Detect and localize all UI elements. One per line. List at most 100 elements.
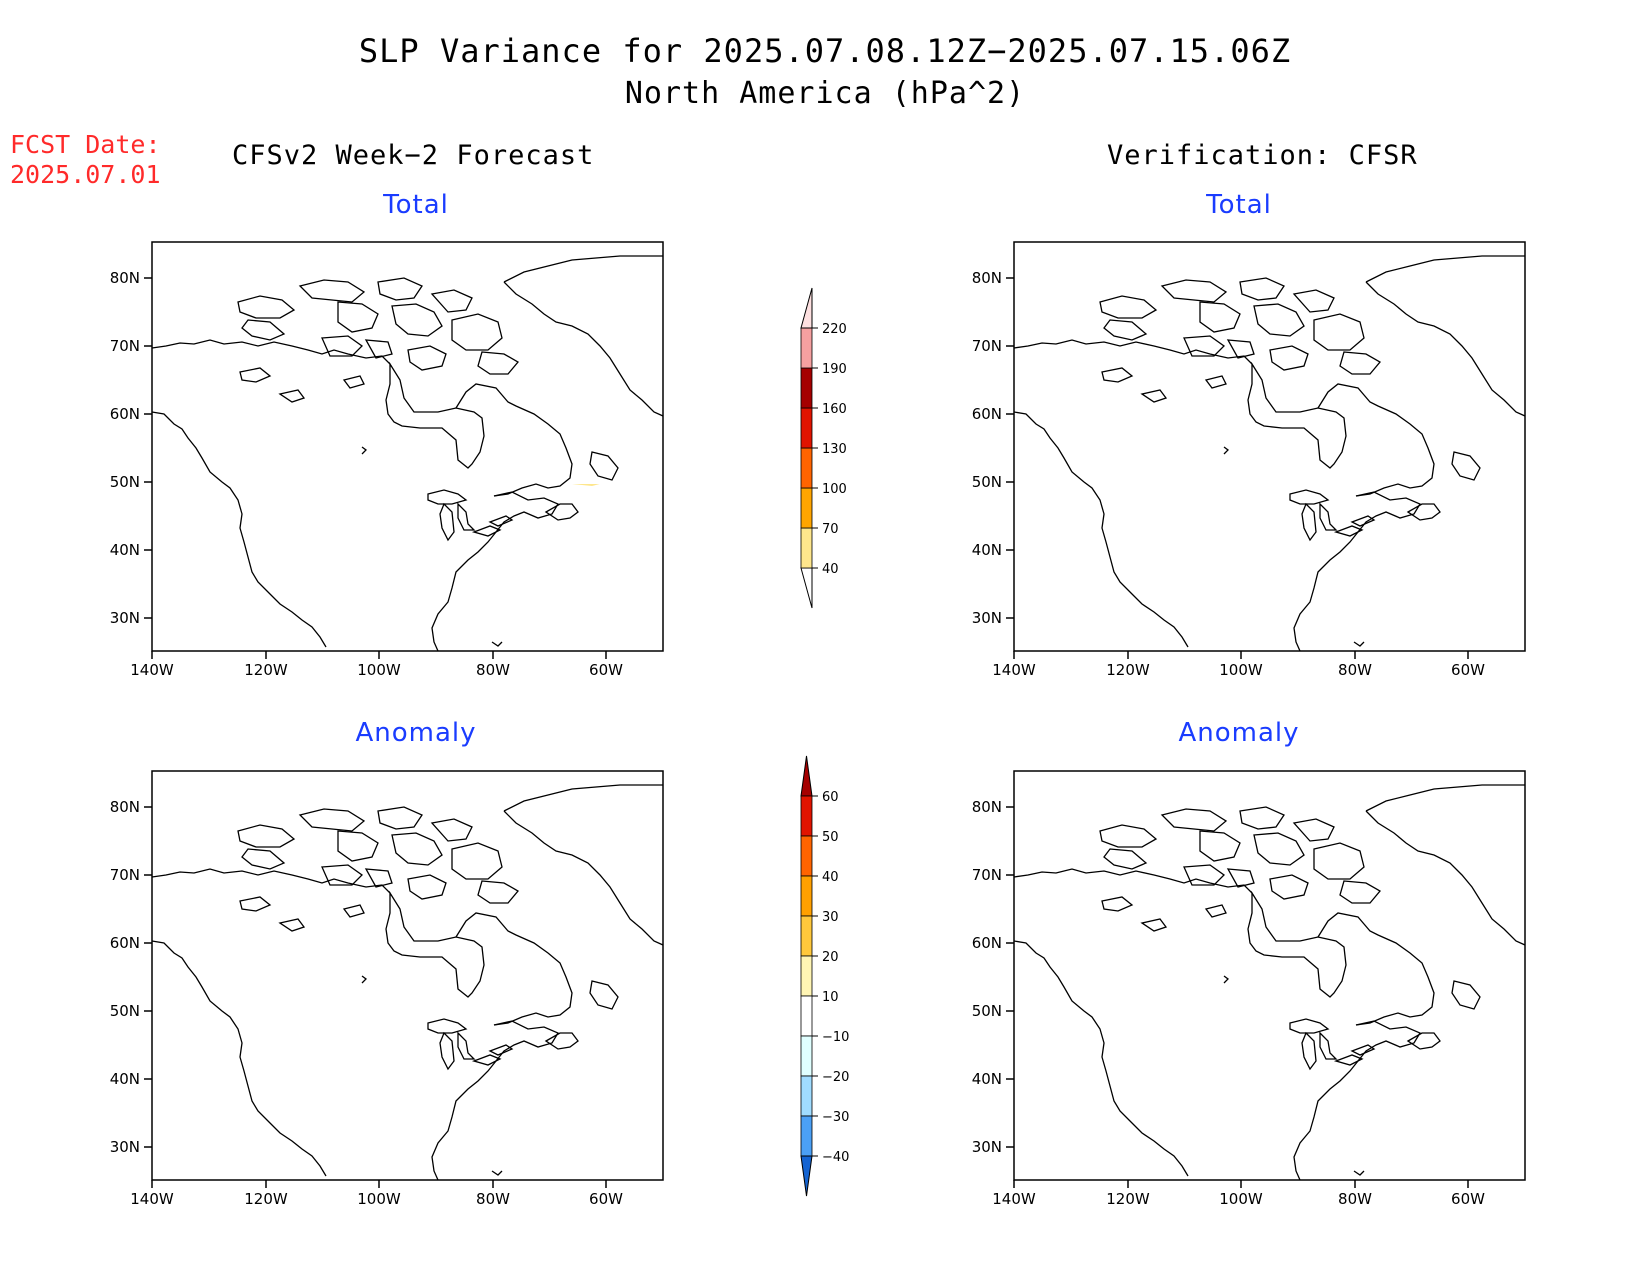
- contour-neg20-neg30: [1344, 959, 1525, 1041]
- contour-20-30: [1172, 1003, 1200, 1023]
- verification-total-title: Total: [1206, 190, 1272, 220]
- contour-100-130: [1134, 302, 1214, 338]
- lon-tick-label: 80W: [476, 661, 510, 679]
- contour-10-20: [1164, 997, 1226, 1035]
- lat-tick-label: 70N: [110, 337, 140, 355]
- lat-tick-label: 70N: [972, 866, 1002, 884]
- lon-tick-label: 60W: [1451, 1190, 1485, 1208]
- colorbar-swatch: [800, 487, 813, 529]
- contour-10-20: [1494, 1023, 1525, 1071]
- lat-tick-label: 60N: [972, 405, 1002, 423]
- colorbar-lower-tip: [800, 1155, 813, 1197]
- lat-tick-label: 80N: [110, 798, 140, 816]
- lat-tick-label: 30N: [972, 609, 1002, 627]
- lat-tick-label: 60N: [972, 934, 1002, 952]
- contour-30-40: [1506, 1033, 1525, 1063]
- forecast-anomaly-map: [143, 770, 664, 1189]
- colorbar-swatch: [800, 875, 813, 917]
- lat-tick-label: 50N: [972, 473, 1002, 491]
- legend-tick-label: 190: [822, 362, 847, 377]
- colorbar-swatch: [800, 955, 813, 997]
- chart-title: SLP Variance for 2025.07.08.12Z−2025.07.…: [358, 32, 1292, 70]
- forecast-total-title: Total: [383, 190, 449, 220]
- lon-tick-label: 100W: [1219, 1190, 1263, 1208]
- colorbar-swatch: [800, 915, 813, 957]
- lat-tick-label: 30N: [110, 1138, 140, 1156]
- colorbar-swatch: [800, 327, 813, 369]
- contour-40-70: [374, 370, 382, 373]
- contour-40-50: [1028, 781, 1474, 961]
- colorbar-swatch: [800, 1075, 813, 1117]
- lat-tick-label: 40N: [110, 1070, 140, 1088]
- colorbar-swatch: [800, 835, 813, 877]
- contour-100-130: [1300, 392, 1370, 464]
- legend-tick-label: −10: [822, 1030, 849, 1045]
- verification-anomaly-title: Anomaly: [1178, 718, 1300, 748]
- lat-tick-label: 60N: [110, 405, 140, 423]
- lon-tick-label: 140W: [992, 661, 1036, 679]
- forecast-column-title: CFSv2 Week−2 Forecast: [232, 140, 595, 171]
- lon-tick-label: 60W: [1451, 661, 1485, 679]
- colorbar-upper-tip: [800, 287, 813, 329]
- legend-tick-label: 10: [822, 990, 839, 1005]
- contour-40-70: [572, 484, 600, 486]
- lon-tick-label: 100W: [357, 661, 401, 679]
- lat-tick-label: 30N: [110, 609, 140, 627]
- lon-tick-label: 140W: [130, 661, 174, 679]
- lat-tick-label: 80N: [972, 269, 1002, 287]
- legend-tick-label: −40: [822, 1150, 849, 1165]
- legend-tick-label: 130: [822, 442, 847, 457]
- lat-tick-label: 50N: [110, 1002, 140, 1020]
- contour-20-30: [1014, 771, 1525, 985]
- lat-tick-label: 80N: [110, 269, 140, 287]
- contour-50-60: [1054, 801, 1444, 943]
- lat-tick-label: 50N: [110, 473, 140, 491]
- lon-tick-label: 120W: [1106, 661, 1150, 679]
- verification-anomaly-map: [1005, 770, 1526, 1189]
- legend-tick-label: 50: [822, 830, 839, 845]
- contour-60-plus: [1302, 921, 1374, 985]
- legend-tick-label: 40: [822, 562, 839, 577]
- colorbar-swatch: [800, 407, 813, 449]
- lon-tick-label: 140W: [130, 1190, 174, 1208]
- legend-tick-label: 20: [822, 950, 839, 965]
- contour-10-20: [524, 819, 602, 851]
- contour-10-20: [562, 887, 608, 921]
- colorbar-swatch: [800, 995, 813, 1037]
- lat-tick-label: 50N: [972, 1002, 1002, 1020]
- verification-column-title: Verification: CFSR: [1107, 140, 1418, 171]
- lon-tick-label: 60W: [589, 661, 623, 679]
- contour-100-130: [1370, 286, 1434, 332]
- legend-tick-label: 160: [822, 402, 847, 417]
- contour-neg10-neg20: [612, 1019, 663, 1049]
- legend-tick-label: 70: [822, 522, 839, 537]
- lat-tick-label: 70N: [972, 337, 1002, 355]
- lat-tick-label: 40N: [110, 541, 140, 559]
- contour-neg30-neg40: [1454, 975, 1492, 999]
- legend-tick-label: 100: [822, 482, 847, 497]
- contour-130-160: [1324, 402, 1356, 446]
- lon-tick-label: 120W: [244, 661, 288, 679]
- lon-tick-label: 100W: [357, 1190, 401, 1208]
- lat-tick-label: 80N: [972, 798, 1002, 816]
- colorbar-swatch: [800, 1115, 813, 1157]
- colorbar-lower-tip: [800, 567, 813, 609]
- contour-40-70: [1014, 242, 1525, 532]
- anomaly-colorbar: 60 50 40 30 20 10 −10 −20 −30 −40: [800, 755, 849, 1197]
- lat-tick-label: 40N: [972, 541, 1002, 559]
- lon-tick-label: 120W: [244, 1190, 288, 1208]
- contour-40-white: [1194, 482, 1200, 486]
- contour-40-70: [1506, 496, 1525, 540]
- legend-tick-label: 60: [822, 790, 839, 805]
- axis-labels: 80N 70N 60N 50N 40N 30N 140W 120W 100W 80W 60W 80N 7…: [110, 269, 1485, 1208]
- legend-tick-label: 30: [822, 910, 839, 925]
- forecast-anomaly-title: Anomaly: [355, 718, 477, 748]
- colorbar-swatch: [800, 367, 813, 409]
- lon-tick-label: 100W: [1219, 661, 1263, 679]
- lon-tick-label: 80W: [1338, 1190, 1372, 1208]
- fcst-date-label: FCST Date:: [10, 130, 161, 159]
- colorbar-swatch: [800, 527, 813, 569]
- verification-total-map: [1005, 241, 1526, 660]
- contour-70-100: [1014, 242, 1504, 422]
- lon-tick-label: 60W: [589, 1190, 623, 1208]
